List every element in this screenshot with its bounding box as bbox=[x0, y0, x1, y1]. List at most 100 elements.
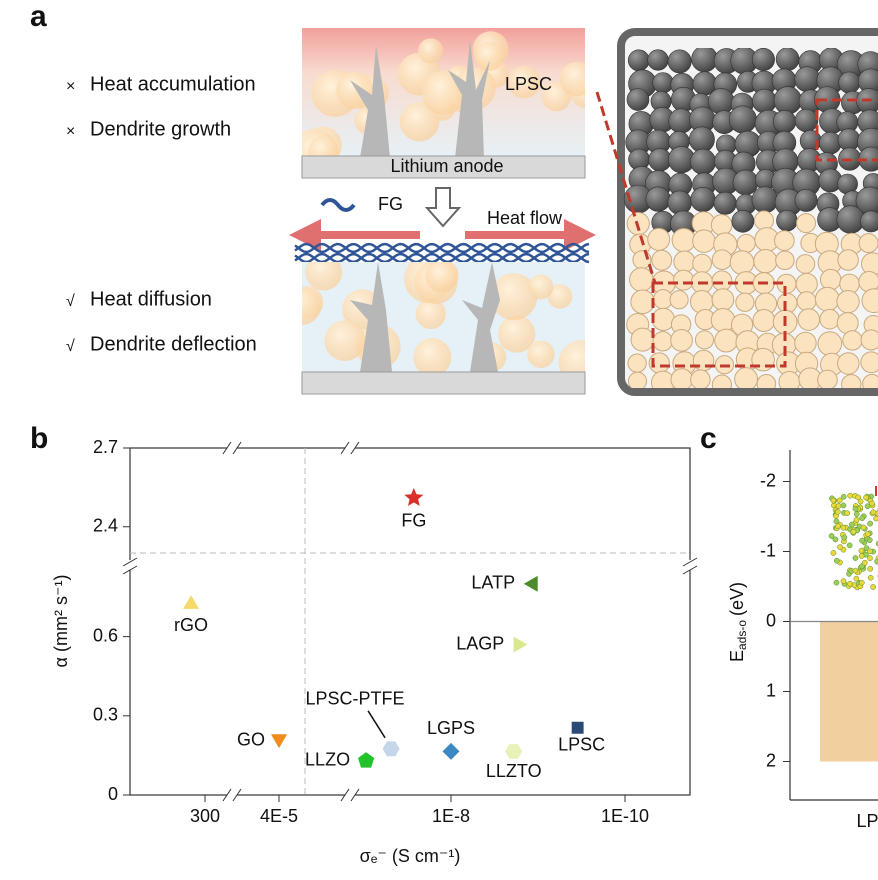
fg-layer bbox=[294, 242, 590, 254]
atom bbox=[853, 517, 860, 523]
fg-particle bbox=[774, 230, 795, 251]
atom bbox=[867, 520, 873, 527]
status-text: Heat diffusion bbox=[90, 288, 212, 310]
axis-break bbox=[122, 565, 138, 575]
particle bbox=[415, 298, 446, 330]
lpsc-particle bbox=[794, 66, 821, 93]
fg-particle bbox=[651, 307, 675, 332]
point-label: LGPS bbox=[427, 718, 475, 738]
atom bbox=[860, 524, 867, 531]
atom bbox=[834, 509, 841, 515]
atom bbox=[857, 498, 864, 505]
point-label: FG bbox=[401, 511, 426, 531]
y-tick-label: 0 bbox=[766, 610, 776, 630]
atom bbox=[840, 493, 847, 500]
particle bbox=[474, 41, 505, 72]
fg-particle bbox=[671, 228, 696, 253]
point-label: LLZO bbox=[305, 749, 350, 769]
fg-particle bbox=[673, 250, 696, 273]
fg-particle bbox=[819, 308, 840, 330]
fg-particle bbox=[842, 330, 863, 351]
x-tick-label: 300 bbox=[190, 806, 220, 826]
status-marker: √ bbox=[66, 293, 75, 310]
lpsc-particle bbox=[773, 86, 802, 115]
panel-label: a bbox=[30, 0, 47, 33]
atom bbox=[867, 574, 874, 581]
fg-particle bbox=[795, 254, 816, 274]
atom bbox=[873, 515, 878, 522]
atom bbox=[844, 510, 851, 517]
atom bbox=[833, 579, 840, 586]
fg-particle bbox=[670, 329, 693, 352]
fg-layer bbox=[294, 252, 590, 264]
atom bbox=[864, 503, 871, 510]
lpsc-particle bbox=[648, 148, 672, 172]
lpsc-particle bbox=[775, 48, 800, 71]
lpsc-particle bbox=[688, 126, 715, 153]
fg-particle bbox=[672, 269, 695, 291]
lpsc-particle bbox=[645, 186, 671, 212]
microstructure bbox=[623, 48, 878, 388]
lpsc-particle bbox=[713, 191, 737, 215]
particle bbox=[490, 273, 538, 321]
atom bbox=[858, 547, 865, 554]
dendrite bbox=[350, 262, 392, 372]
axis-break-gap bbox=[345, 792, 355, 798]
lithium-anode bbox=[301, 155, 586, 179]
data-point bbox=[269, 733, 289, 750]
fg-particle bbox=[858, 233, 878, 254]
axis-break bbox=[350, 788, 360, 802]
atom bbox=[833, 518, 840, 525]
particle bbox=[559, 61, 585, 97]
y-axis-label: Eads-o (eV) bbox=[727, 582, 749, 662]
lpsc-particle bbox=[647, 49, 669, 71]
fg-particle bbox=[751, 347, 775, 372]
lpsc-particle bbox=[752, 88, 777, 114]
fg-label: FG bbox=[378, 194, 403, 214]
atom bbox=[858, 579, 865, 586]
particle bbox=[528, 274, 554, 300]
y-axis-label-part: (eV) bbox=[727, 582, 747, 616]
atom bbox=[846, 542, 853, 549]
lpsc-particle bbox=[667, 190, 692, 215]
atom bbox=[834, 523, 841, 530]
data-point bbox=[181, 593, 201, 610]
point-label: LATP bbox=[471, 573, 515, 593]
data-point bbox=[381, 740, 401, 757]
axis-break bbox=[340, 788, 350, 802]
electrolyte-label: LPSC bbox=[505, 74, 552, 94]
fg-particle bbox=[836, 289, 860, 314]
fg-particle bbox=[632, 250, 652, 270]
fg-particle bbox=[692, 229, 716, 253]
fg-particle bbox=[735, 292, 755, 312]
lpsc-particle bbox=[794, 108, 819, 133]
fg-particle bbox=[652, 331, 673, 352]
data-point bbox=[512, 635, 530, 654]
lpsc-particle bbox=[652, 72, 674, 94]
lpsc-particle bbox=[627, 49, 650, 72]
y-tick-label: 2 bbox=[766, 750, 776, 770]
atom bbox=[847, 580, 853, 587]
fg-particle bbox=[817, 369, 838, 388]
fg-particle bbox=[627, 371, 648, 388]
lpsc-particle bbox=[818, 131, 842, 155]
lpsc-particle bbox=[751, 186, 779, 214]
axis-break-gap bbox=[687, 560, 693, 570]
lpsc-particle bbox=[731, 209, 755, 233]
dendrite bbox=[448, 40, 490, 158]
y-tick-label: 2.7 bbox=[93, 437, 118, 457]
fg-particle bbox=[860, 351, 878, 374]
fg-particle bbox=[752, 309, 776, 332]
fg-particle bbox=[756, 374, 777, 388]
fg-particle bbox=[629, 267, 654, 292]
atom bbox=[864, 531, 871, 537]
y-tick-label: -2 bbox=[760, 470, 776, 490]
data-point bbox=[441, 741, 461, 761]
x-tick-label: 1E-10 bbox=[601, 806, 649, 826]
zoom-box bbox=[651, 281, 787, 368]
dendrite bbox=[462, 262, 500, 372]
anode-label: Lithium anode bbox=[390, 156, 503, 176]
atom bbox=[869, 500, 875, 507]
fg-particle bbox=[860, 329, 878, 351]
